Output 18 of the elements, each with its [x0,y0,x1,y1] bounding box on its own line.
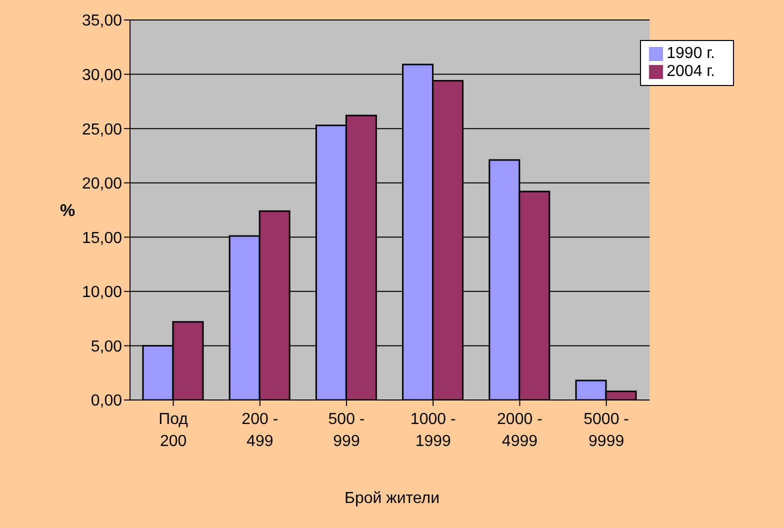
x-tick-label: 1000 - 1999 [410,411,456,450]
x-tick-label: Под 200 [158,411,189,450]
x-tick-label: 500 - 999 [328,411,365,450]
x-tick-label: 2000 - 4999 [497,411,542,450]
x-tick-label: 200 - 499 [242,411,278,450]
legend-label: 2004 г. [666,63,715,80]
y-tick-label: 20,00 [82,176,122,193]
x-axis-title: Брой жители [343,490,441,508]
x-tick-label: 5000 - 9999 [584,411,630,450]
y-tick-label: 0,00 [90,392,122,410]
y-tick-label: 25,00 [82,121,122,138]
y-axis-title: % [60,201,76,220]
legend-label: 1990 г. [666,45,715,62]
y-tick-label: 5,00 [90,338,122,356]
y-tick-label: 15,00 [82,230,122,247]
y-tick-label: 35,00 [82,12,122,30]
y-tick-label: 10,00 [82,284,122,302]
y-tick-label: 30,00 [82,66,122,84]
